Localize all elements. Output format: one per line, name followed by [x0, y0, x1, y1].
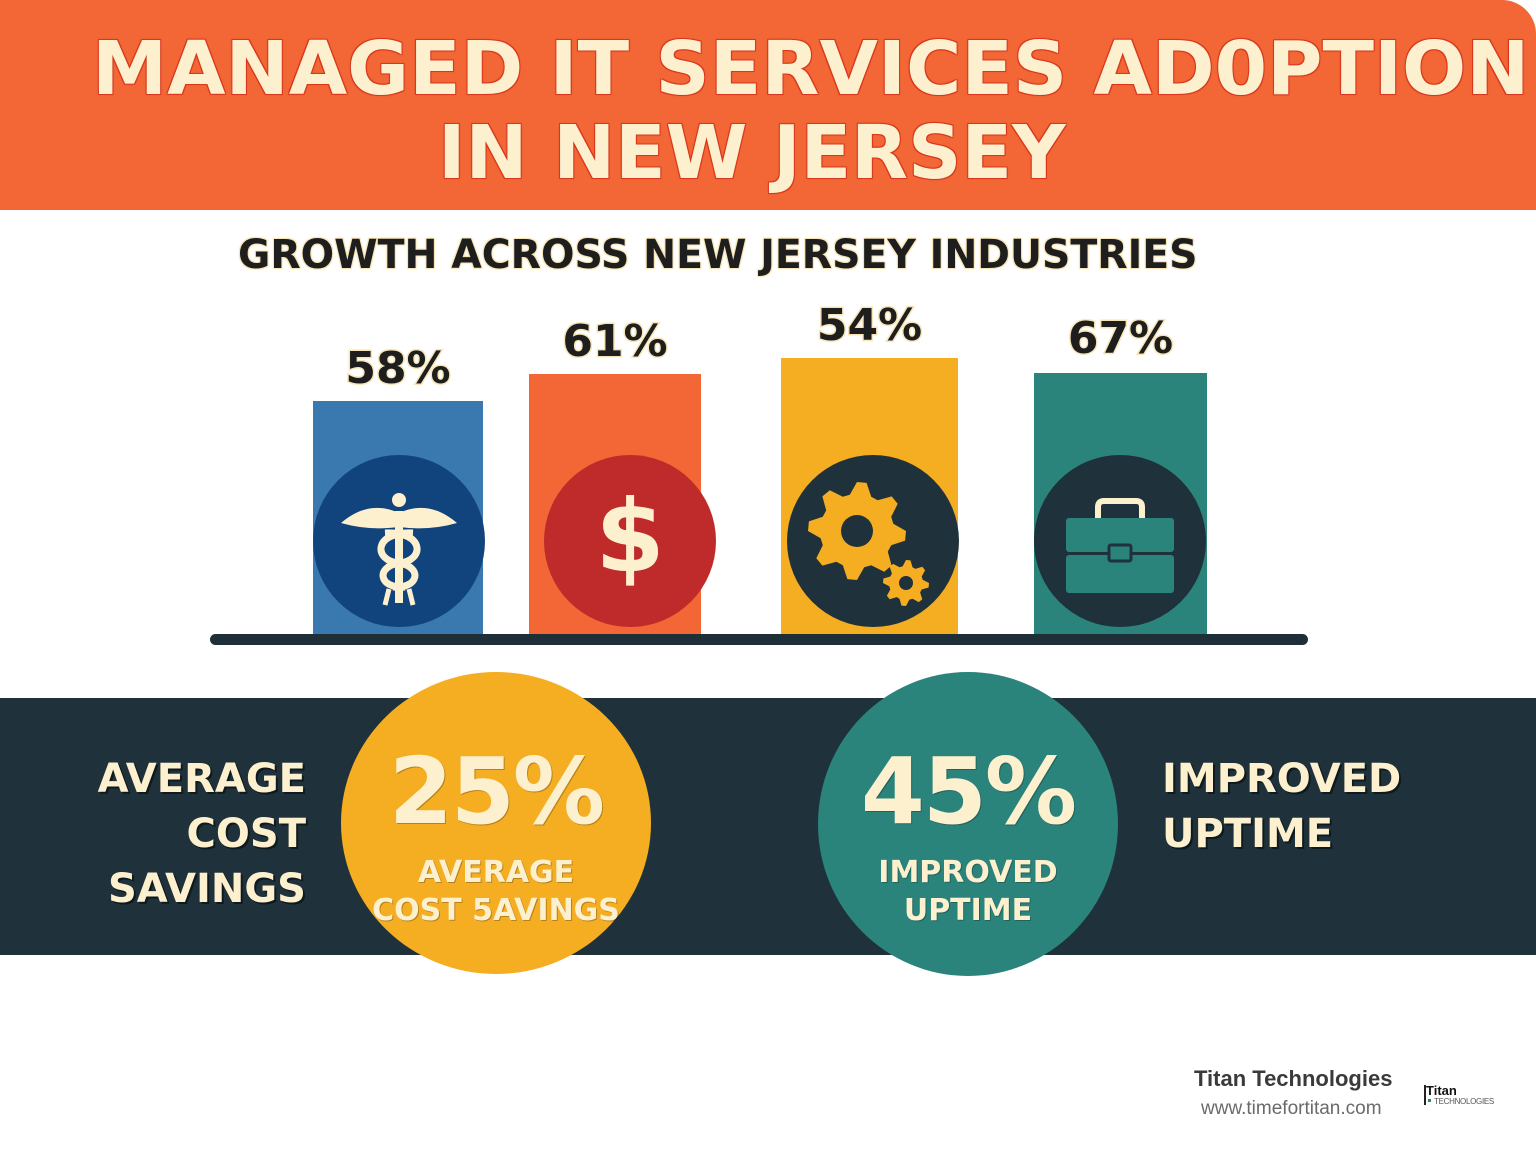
stats-band: [0, 698, 1536, 955]
title-line-2: IN NEW JERSEY: [438, 110, 1066, 196]
uptime-value: 45%: [860, 738, 1077, 845]
caption-line: COST 5AVINGS: [372, 893, 620, 928]
caduceus-icon: [341, 493, 457, 606]
x-axis-baseline: [210, 634, 1308, 645]
logo-subtext: TECHNOLOGIES: [1434, 1097, 1494, 1106]
cost-savings-circle: 25% AVERAGE COST 5AVINGS: [341, 672, 651, 974]
uptime-caption: IMPROVED UPTIME: [818, 854, 1118, 930]
logo-wordmark: Titan: [1426, 1083, 1457, 1098]
company-name: Titan Technologies: [1194, 1066, 1393, 1091]
title-line-1: MANAGED IT SERVICES AD0PTION: [92, 26, 1530, 112]
caption-line: UPTIME: [903, 893, 1033, 928]
side-label-line: AVERAGE: [97, 756, 306, 802]
logo-mark-icon: [1424, 1085, 1426, 1105]
cost-savings-caption: AVERAGE COST 5AVINGS: [341, 854, 651, 930]
side-label-line: UPTIME: [1162, 811, 1334, 857]
chart-title: GROWTH ACROSS NEW JERSEY INDUSTRIES: [238, 232, 1198, 278]
caption-line: AVERAGE: [417, 855, 575, 890]
cost-savings-side-label: AVERAGE COST SAVINGS: [98, 752, 306, 917]
side-label-line: SAVINGS: [107, 866, 306, 912]
value-label: 67%: [1068, 313, 1173, 364]
dollar-icon: $: [595, 478, 665, 595]
side-label-line: COST: [186, 811, 306, 857]
company-logo: Titan TECHNOLOGIES: [1422, 1083, 1512, 1113]
bar-group: $61%: [529, 315, 716, 636]
header-banner: MANAGED IT SERVICES AD0PTION IN NEW JERS…: [0, 0, 1536, 210]
uptime-circle: 45% IMPROVED UPTIME: [818, 672, 1118, 976]
value-label: 58%: [345, 343, 450, 394]
value-label: 61%: [562, 316, 667, 367]
logo-accent-icon: [1428, 1099, 1431, 1102]
side-label-line: IMPROVED: [1162, 756, 1402, 802]
uptime-side-label: IMPROVED UPTIME: [1162, 752, 1401, 862]
gears-icon: [808, 482, 929, 606]
bar-chart: 58% $61% 54% 67%: [210, 299, 1308, 645]
bar-group: 67%: [1034, 312, 1207, 636]
bar-group: 58%: [313, 342, 485, 636]
briefcase-icon: [1066, 498, 1174, 593]
caption-line: IMPROVED: [878, 855, 1058, 890]
bar-group: 54%: [781, 299, 959, 636]
value-label: 54%: [817, 300, 922, 351]
company-url[interactable]: www.timefortitan.com: [1201, 1098, 1382, 1119]
icon-circle: [544, 455, 716, 627]
cost-savings-value: 25%: [388, 738, 605, 845]
